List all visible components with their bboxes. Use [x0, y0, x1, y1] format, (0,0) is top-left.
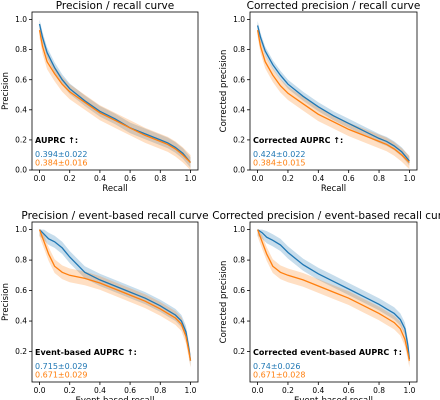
y-tick-label: 1.0 [15, 225, 27, 234]
series-line-2 [256, 29, 410, 163]
x-tick-label: 0.0 [34, 386, 46, 395]
auprc-value-1: 0.715±0.029 [35, 362, 88, 371]
confidence-band-2 [257, 23, 410, 170]
y-axis-label: Precision [1, 72, 11, 110]
series-line-2 [256, 229, 411, 361]
auprc-title: AUPRC ↑: [35, 136, 78, 145]
x-axis-label: Event-based recall [294, 396, 373, 400]
x-tick-label: 1.0 [184, 386, 196, 395]
chart-title: Corrected precision / event-based recall… [212, 210, 440, 222]
y-axis-label: Corrected precision [219, 50, 229, 133]
x-tick-label: 1.0 [403, 174, 415, 183]
auprc-title: Event-based AUPRC ↑: [35, 348, 137, 357]
auprc-value-1: 0.74±0.026 [253, 362, 300, 371]
y-tick-label: 0.2 [15, 347, 27, 356]
confidence-band-1 [39, 19, 191, 168]
y-tick-label: 0.6 [233, 286, 245, 295]
x-tick-label: 0.6 [343, 174, 355, 183]
x-axis-label: Event-based recall [76, 396, 155, 400]
y-tick-label: 0.8 [15, 256, 27, 265]
confidence-band-1 [39, 229, 191, 367]
x-tick-label: 1.0 [184, 174, 196, 183]
y-tick-label: 0.2 [15, 136, 27, 145]
series-line-1 [256, 25, 410, 162]
x-tick-label: 0.8 [373, 174, 385, 183]
auprc-title: Corrected event-based AUPRC ↑: [253, 348, 402, 357]
auprc-value-1: 0.394±0.022 [35, 150, 88, 159]
y-axis-label: Corrected precision [219, 261, 229, 344]
x-axis-label: Recall [321, 184, 346, 194]
series-line-1 [257, 229, 411, 360]
x-tick-label: 0.0 [252, 174, 264, 183]
y-tick-label: 0.4 [233, 317, 245, 326]
x-tick-label: 0.4 [94, 386, 106, 395]
plot-frame [249, 221, 418, 383]
x-tick-label: 0.8 [373, 386, 385, 395]
x-tick-label: 0.2 [64, 174, 76, 183]
x-tick-label: 0.8 [154, 386, 166, 395]
auprc-value-2: 0.671±0.029 [35, 371, 88, 380]
y-tick-label: 1.0 [233, 225, 245, 234]
confidence-band-1 [257, 229, 410, 366]
y-tick-label: 1.0 [15, 15, 27, 24]
x-tick-label: 0.2 [282, 174, 294, 183]
series-line-2 [38, 229, 192, 361]
y-tick-label: 0.4 [233, 105, 245, 114]
series-line-1 [39, 229, 192, 361]
x-tick-label: 0.4 [312, 386, 324, 395]
y-tick-label: 0.4 [15, 317, 27, 326]
y-tick-label: 0.8 [233, 256, 245, 265]
x-tick-label: 0.8 [154, 174, 166, 183]
y-tick-label: 0.0 [15, 166, 27, 175]
x-tick-label: 0.4 [312, 174, 324, 183]
confidence-band-2 [257, 229, 410, 368]
y-tick-label: 0.2 [233, 136, 245, 145]
y-tick-label: 0.0 [233, 166, 245, 175]
x-tick-label: 0.6 [343, 386, 355, 395]
chart-title: Corrected precision / recall curve [247, 0, 421, 12]
chart-panel-2: Corrected precision / recall curve 0.0 0.2… [219, 0, 420, 194]
chart-panel-3: Precision / event-based recall curve 0.0 0… [1, 210, 209, 400]
x-tick-label: 1.0 [403, 386, 415, 395]
y-tick-label: 0.6 [233, 75, 245, 84]
x-tick-label: 0.2 [64, 386, 76, 395]
x-tick-label: 0.6 [124, 386, 136, 395]
x-tick-label: 0.0 [34, 174, 46, 183]
y-tick-label: 0.8 [15, 45, 27, 54]
plot-frame [31, 11, 199, 171]
plot-frame [249, 11, 418, 171]
x-axis-label: Recall [102, 184, 127, 194]
auprc-value-2: 0.671±0.028 [253, 371, 306, 380]
auprc-title: Corrected AUPRC ↑: [253, 136, 343, 145]
auprc-value-1: 0.424±0.022 [253, 150, 306, 159]
y-tick-label: 0.6 [15, 286, 27, 295]
auprc-value-2: 0.384±0.016 [35, 159, 88, 168]
plot-frame [31, 221, 199, 383]
chart-panel-1: Precision / recall curve 0.0 0.2 0.4 0.6 0.8 1… [1, 0, 199, 194]
chart-title: Precision / recall curve [56, 0, 174, 12]
auprc-value-2: 0.384±0.015 [253, 159, 306, 168]
confidence-band-2 [39, 22, 191, 170]
x-tick-label: 0.6 [124, 174, 136, 183]
y-tick-label: 1.0 [233, 15, 245, 24]
y-axis-label: Precision [1, 283, 11, 321]
y-tick-label: 0.2 [233, 347, 245, 356]
x-tick-label: 0.2 [282, 386, 294, 395]
y-tick-label: 0.8 [233, 45, 245, 54]
y-tick-label: 0.6 [15, 75, 27, 84]
x-tick-label: 0.0 [252, 386, 264, 395]
x-tick-label: 0.4 [94, 174, 106, 183]
y-tick-label: 0.4 [15, 105, 27, 114]
chart-panel-4: Corrected precision / event-based recall… [212, 210, 440, 400]
series-line-1 [38, 23, 191, 163]
chart-title: Precision / event-based recall curve [21, 210, 208, 222]
series-line-2 [38, 29, 191, 163]
